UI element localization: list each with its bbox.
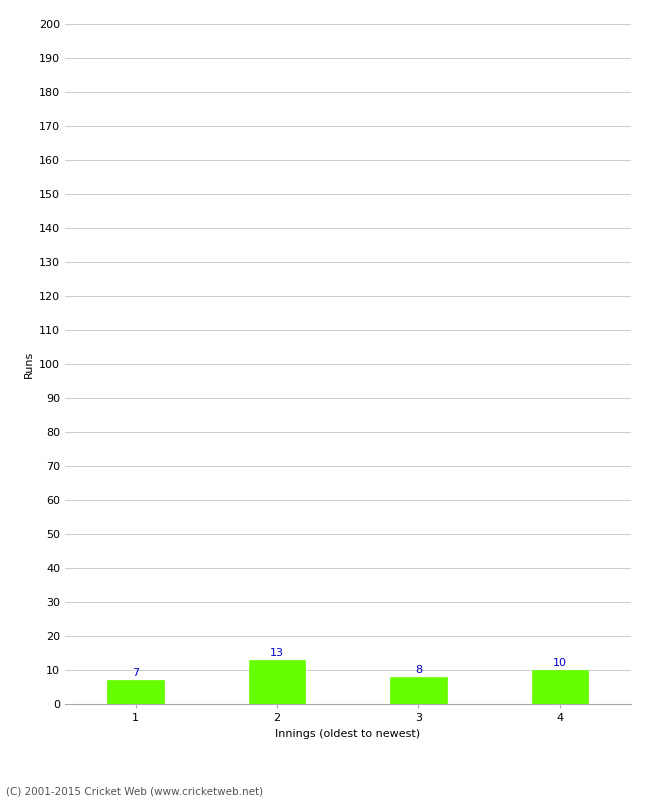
Text: 13: 13 xyxy=(270,648,284,658)
Text: (C) 2001-2015 Cricket Web (www.cricketweb.net): (C) 2001-2015 Cricket Web (www.cricketwe… xyxy=(6,786,264,796)
Bar xyxy=(390,677,447,704)
Text: 10: 10 xyxy=(552,658,567,668)
Bar xyxy=(249,660,306,704)
Text: 8: 8 xyxy=(415,665,422,675)
Bar xyxy=(107,680,164,704)
Y-axis label: Runs: Runs xyxy=(23,350,33,378)
X-axis label: Innings (oldest to newest): Innings (oldest to newest) xyxy=(275,729,421,738)
Bar xyxy=(532,670,588,704)
Text: 7: 7 xyxy=(132,669,139,678)
